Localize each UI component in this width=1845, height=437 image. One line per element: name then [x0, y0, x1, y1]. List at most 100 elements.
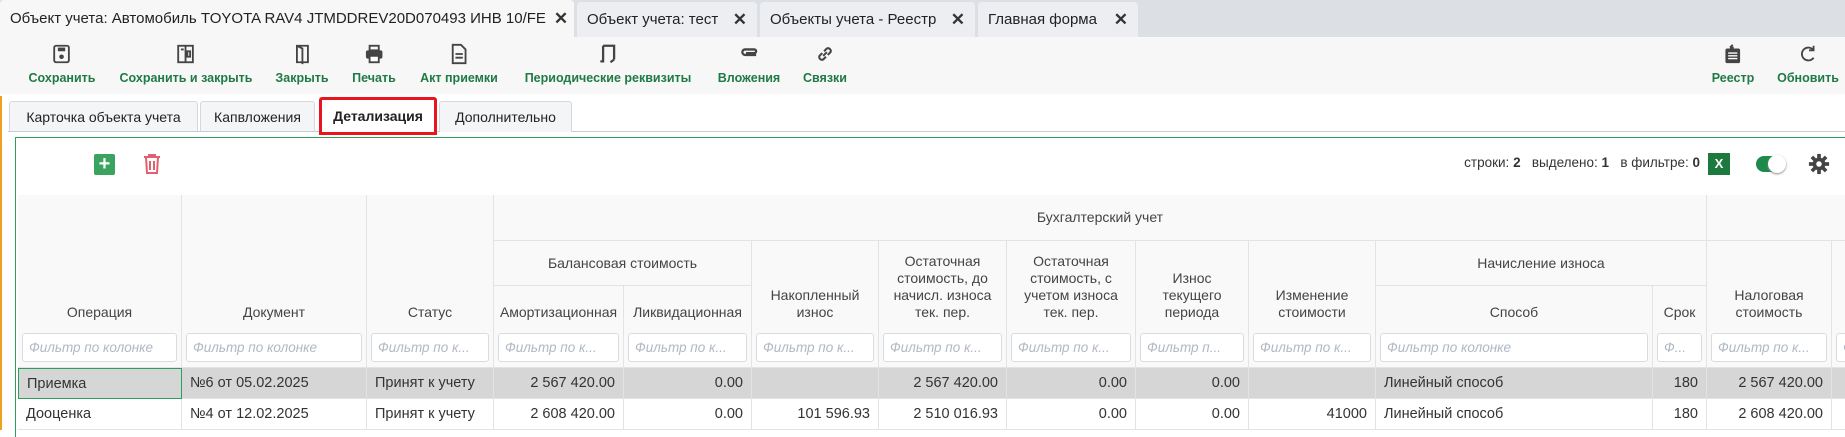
column-header-label: Амортизационная	[499, 304, 618, 320]
attachments-button[interactable]: Вложения	[718, 43, 780, 85]
window-tab-main[interactable]: Главная форма ✕	[978, 2, 1138, 37]
window-tab-object[interactable]: Объект учета: Автомобиль TOYOTA RAV4 JTM…	[0, 0, 574, 37]
save-and-close-button[interactable]: Сохранить и закрыть	[119, 43, 253, 85]
table-cell[interactable]: 180	[1653, 399, 1707, 430]
document-icon	[451, 43, 467, 65]
table-cell[interactable]: 0.00	[624, 399, 752, 430]
close-icon[interactable]: ✕	[553, 8, 569, 28]
table-cell[interactable]: №6 от 05.02.2025	[182, 368, 367, 399]
table-cell[interactable]: 2 567 420.00	[879, 368, 1007, 399]
window-tab-bar: Объект учета: Автомобиль TOYOTA RAV4 JTM…	[0, 0, 1845, 37]
column-filter-input[interactable]: Фильтр по к...	[498, 333, 619, 362]
grid-toolbar: + строки: 2 выделено: 1 в фильтре: 0 X	[16, 138, 1845, 194]
refresh-button[interactable]: Обновить	[1777, 43, 1839, 85]
button-label: Закрыть	[275, 71, 329, 85]
table-cell[interactable]: 0.00	[1007, 368, 1136, 399]
table-cell[interactable]: №4 от 12.02.2025	[182, 399, 367, 430]
tab-label: Объект учета: Автомобиль TOYOTA RAV4 JTM…	[10, 10, 546, 27]
table-cell[interactable]: Линейный способ	[1376, 368, 1653, 399]
form-edge-marker	[0, 96, 2, 430]
tab-additional[interactable]: Дополнительно	[439, 101, 572, 132]
column-filter-input[interactable]: Ф...	[1657, 333, 1702, 362]
column-filter-input[interactable]: Фильтр по к...	[1253, 333, 1371, 362]
close-button[interactable]: Закрыть	[275, 43, 329, 85]
acceptance-act-button[interactable]: Акт приемки	[420, 43, 498, 85]
group-header-accounting: Бухгалтерский учет	[494, 195, 1707, 241]
column-header-label: Накопленный износ	[770, 287, 860, 320]
toggle-switch[interactable]	[1756, 155, 1786, 173]
periodic-attributes-button[interactable]: Периодические реквизиты	[525, 43, 691, 85]
table-cell[interactable]: 0.00	[1007, 399, 1136, 430]
tab-card[interactable]: Карточка объекта учета	[9, 101, 198, 132]
tab-label: Детализация	[333, 108, 423, 124]
print-button[interactable]: Печать	[352, 43, 396, 85]
rows-count: 2	[1513, 155, 1521, 170]
column-filter-input[interactable]: Фильтр по к...	[371, 333, 489, 362]
table-cell[interactable]: 41000	[1249, 399, 1376, 430]
registry-icon	[1725, 44, 1741, 64]
table-cell[interactable]: 2 608 420.00	[1707, 399, 1832, 430]
column-filter-input[interactable]: Фильтр по к...	[756, 333, 874, 362]
close-icon[interactable]: ✕	[950, 9, 965, 29]
column-filter-input[interactable]: Фильтр по к...	[1011, 333, 1131, 362]
links-button[interactable]: Связки	[803, 43, 847, 85]
close-icon[interactable]: ✕	[732, 9, 747, 29]
button-label: Связки	[803, 71, 847, 85]
save-close-icon	[177, 44, 195, 64]
column-filter-input[interactable]: Фильтр п...	[1140, 333, 1244, 362]
table-cell[interactable]: Линейный способ	[1376, 399, 1653, 430]
toggle-knob	[1768, 155, 1786, 173]
delete-row-button[interactable]	[143, 153, 161, 175]
table-cell[interactable]: 2 608 420.00	[494, 399, 624, 430]
column-header-label: Остаточная стоимость, до начисл. износа …	[893, 253, 992, 320]
excel-export-icon[interactable]: X	[1708, 153, 1730, 175]
group-header-balance: Балансовая стоимость	[494, 241, 752, 286]
group-header-depreciation: Начисление износа	[1376, 241, 1707, 286]
save-icon	[53, 44, 71, 64]
column-filter-input[interactable]: Фильтр по к...	[1711, 333, 1827, 362]
table-cell[interactable]: Принят к учету	[367, 368, 494, 399]
tab-label: Объект учета: тест	[587, 11, 719, 28]
column-filter-input[interactable]: Фильтр по к...	[883, 333, 1002, 362]
button-label: Реестр	[1711, 71, 1755, 85]
tab-capital-investments[interactable]: Капвложения	[200, 101, 315, 132]
periodic-icon	[600, 44, 616, 64]
add-row-button[interactable]: +	[94, 154, 115, 175]
button-label: Сохранить и закрыть	[119, 71, 253, 85]
registry-button[interactable]: Реестр	[1712, 43, 1754, 85]
column-header-label: Документ	[242, 304, 306, 320]
tab-label: Карточка объекта учета	[26, 109, 181, 125]
table-cell[interactable]: Приемка	[18, 368, 182, 399]
table-cell[interactable]	[752, 368, 879, 399]
table-cell[interactable]: 2 510 016.93	[879, 399, 1007, 430]
column-filter-input[interactable]: Фильтр по к...	[628, 333, 747, 362]
table-cell[interactable]: Принят к учету	[367, 399, 494, 430]
column-filter-input[interactable]: Фильтр по колонке	[22, 333, 177, 362]
gear-icon[interactable]	[1808, 153, 1830, 175]
table-cell[interactable]: 0.00	[1136, 368, 1249, 399]
button-label: Обновить	[1777, 71, 1839, 85]
table-cell[interactable]: 180	[1653, 368, 1707, 399]
table-cell[interactable]: 101 596.93	[752, 399, 879, 430]
tab-label: Капвложения	[214, 109, 301, 125]
window-tab-registry[interactable]: Объекты учета - Реестр ✕	[760, 2, 975, 37]
table-cell[interactable]	[1832, 399, 1845, 430]
table-cell[interactable]: 2 567 420.00	[494, 368, 624, 399]
table-cell[interactable]	[1832, 368, 1845, 399]
table-cell[interactable]	[1249, 368, 1376, 399]
column-filter-input[interactable]: Фильтр по колонке	[186, 333, 362, 362]
column-header-label: Остаточная стоимость, с учетом износа те…	[1024, 253, 1118, 320]
table-cell[interactable]: 0.00	[1136, 399, 1249, 430]
close-icon[interactable]: ✕	[1113, 9, 1128, 29]
window-tab-test[interactable]: Объект учета: тест ✕	[577, 2, 757, 37]
column-header-label: Износ текущего периода	[1162, 270, 1222, 320]
table-cell[interactable]: 2 567 420.00	[1707, 368, 1832, 399]
button-label: Вложения	[717, 71, 781, 85]
save-button[interactable]: Сохранить	[29, 43, 95, 85]
table-cell[interactable]: 0.00	[624, 368, 752, 399]
link-icon	[818, 47, 832, 61]
column-filter-input[interactable]: Фильтр по колонке	[1380, 333, 1648, 362]
table-cell[interactable]: Дооценка	[18, 399, 182, 430]
tab-details[interactable]: Детализация	[319, 97, 437, 135]
column-filter-input[interactable]: Ф	[1836, 333, 1845, 362]
